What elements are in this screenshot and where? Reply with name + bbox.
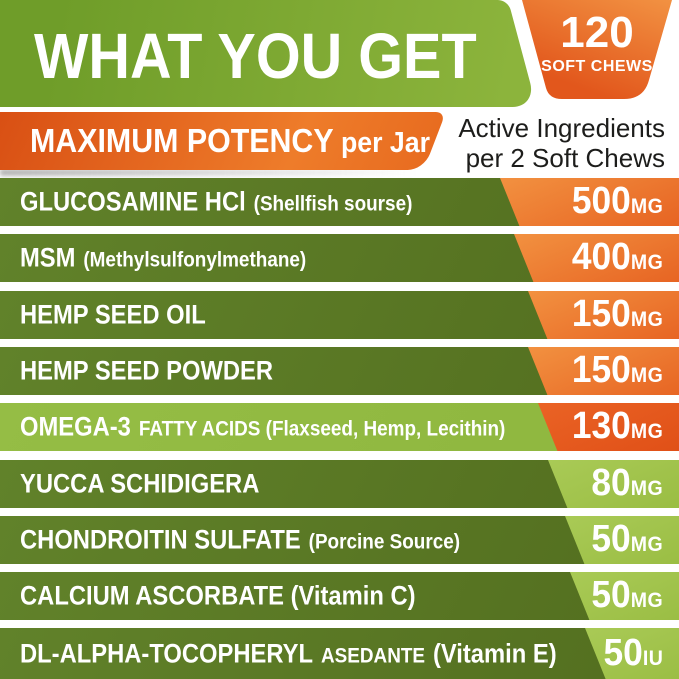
page-title: WHAT YOU GET bbox=[34, 20, 477, 92]
amount-number: 130 bbox=[571, 405, 631, 448]
ribbon-shadow bbox=[0, 169, 490, 176]
ingredient-detail: (Porcine Source) bbox=[308, 529, 461, 554]
ingredient-label: OMEGA-3 FATTY ACIDS (Flaxseed, Hemp, Leci… bbox=[20, 411, 506, 442]
ingredient-amount: 400MG bbox=[572, 239, 663, 277]
ingredient-name: OMEGA-3 bbox=[20, 411, 131, 442]
ingredient-detail: (Methylsulfonylmethane) bbox=[83, 247, 307, 272]
amount-number: 50 bbox=[603, 632, 643, 675]
ingredient-name: GLUCOSAMINE HCl bbox=[20, 186, 246, 217]
ingredient-row: DL-ALPHA-TOCOPHERYL ASEDANTE (Vitamin E) 5… bbox=[0, 628, 679, 679]
amount-number: 500 bbox=[571, 180, 631, 223]
ingredient-row: GLUCOSAMINE HCl (Shellfish sourse) 500MG bbox=[0, 178, 679, 226]
ingredient-name: CALCIUM ASCORBATE (Vitamin C) bbox=[20, 580, 416, 611]
amount-unit: MG bbox=[630, 251, 663, 275]
amount-number: 150 bbox=[571, 292, 631, 335]
amount-number: 80 bbox=[591, 461, 631, 504]
amount-unit: MG bbox=[630, 364, 663, 388]
ingredient-amount: 50IU bbox=[603, 634, 663, 672]
ingredient-detail-bold: (Vitamin E) bbox=[432, 638, 557, 669]
ingredient-row: CHONDROITIN SULFATE (Porcine Source) 50MG bbox=[0, 515, 679, 564]
ingredient-row: OMEGA-3 FATTY ACIDS (Flaxseed, Hemp, Leci… bbox=[0, 403, 679, 452]
amount-unit: MG bbox=[630, 195, 663, 219]
amount-unit: MG bbox=[630, 307, 663, 331]
active-ingredients-line1: Active Ingredients bbox=[458, 113, 665, 143]
ingredient-label: GLUCOSAMINE HCl (Shellfish sourse) bbox=[20, 186, 413, 217]
amount-unit: MG bbox=[630, 589, 663, 613]
ingredient-name: HEMP SEED POWDER bbox=[20, 355, 274, 386]
amount-unit: IU bbox=[642, 647, 663, 671]
ingredient-label: DL-ALPHA-TOCOPHERYL ASEDANTE (Vitamin E) bbox=[20, 640, 557, 667]
amount-number: 50 bbox=[591, 518, 631, 561]
potency-title: MAXIMUM POTENCY bbox=[30, 122, 334, 159]
ingredient-row: HEMP SEED OIL 150MG bbox=[0, 290, 679, 339]
ingredient-amount: 80MG bbox=[591, 464, 663, 502]
ingredient-row: MSM (Methylsulfonylmethane) 400MG bbox=[0, 234, 679, 283]
ingredient-row: YUCCA SCHIDIGERA 80MG bbox=[0, 459, 679, 508]
ingredient-row: HEMP SEED POWDER 150MG bbox=[0, 346, 679, 395]
active-ingredients-note: Active Ingredients per 2 Soft Chews bbox=[458, 113, 665, 174]
ingredient-name: MSM bbox=[20, 242, 76, 273]
ingredient-amount: 130MG bbox=[572, 407, 663, 445]
ingredient-amount: 150MG bbox=[572, 351, 663, 389]
amount-number: 400 bbox=[571, 236, 631, 279]
ingredient-name: HEMP SEED OIL bbox=[20, 299, 206, 330]
ingredient-label: HEMP SEED POWDER bbox=[20, 357, 273, 384]
amount-number: 150 bbox=[571, 349, 631, 392]
ingredient-name: CHONDROITIN SULFATE bbox=[20, 524, 301, 555]
count-badge-inner: 120 SOFT CHEWS bbox=[505, 0, 679, 76]
ingredient-label: CALCIUM ASCORBATE (Vitamin C) bbox=[20, 580, 416, 611]
ingredient-detail: (Shellfish sourse) bbox=[253, 191, 413, 216]
ingredient-amount: 500MG bbox=[572, 182, 663, 220]
ingredient-detail: FATTY ACIDS (Flaxseed, Hemp, Lecithin) bbox=[138, 416, 506, 441]
ingredient-label: MSM (Methylsulfonylmethane) bbox=[20, 242, 307, 273]
ingredient-amount: 150MG bbox=[572, 295, 663, 333]
ingredient-name: DL-ALPHA-TOCOPHERYL bbox=[20, 638, 314, 669]
active-ingredients-line2: per 2 Soft Chews bbox=[465, 142, 665, 173]
amount-unit: MG bbox=[630, 476, 663, 500]
ingredient-amount: 50MG bbox=[591, 520, 663, 558]
amount-unit: MG bbox=[630, 533, 663, 557]
potency-ribbon-text: MAXIMUM POTENCY per Jar bbox=[30, 124, 430, 158]
badge-count: 120 bbox=[560, 8, 634, 57]
ingredient-row: CALCIUM ASCORBATE (Vitamin C) 50MG bbox=[0, 572, 679, 621]
ingredient-amount: 50MG bbox=[591, 576, 663, 614]
ingredient-name: YUCCA SCHIDIGERA bbox=[20, 468, 260, 498]
potency-suffix: per Jar bbox=[340, 127, 430, 159]
ingredient-label: YUCCA SCHIDIGERA bbox=[20, 470, 259, 497]
ingredient-label: CHONDROITIN SULFATE (Porcine Source) bbox=[20, 526, 460, 553]
amount-number: 50 bbox=[591, 574, 631, 617]
badge-label: SOFT CHEWS bbox=[541, 58, 653, 75]
amount-unit: MG bbox=[630, 420, 663, 444]
ingredient-detail: ASEDANTE bbox=[320, 643, 426, 668]
ingredient-label: HEMP SEED OIL bbox=[20, 301, 206, 328]
